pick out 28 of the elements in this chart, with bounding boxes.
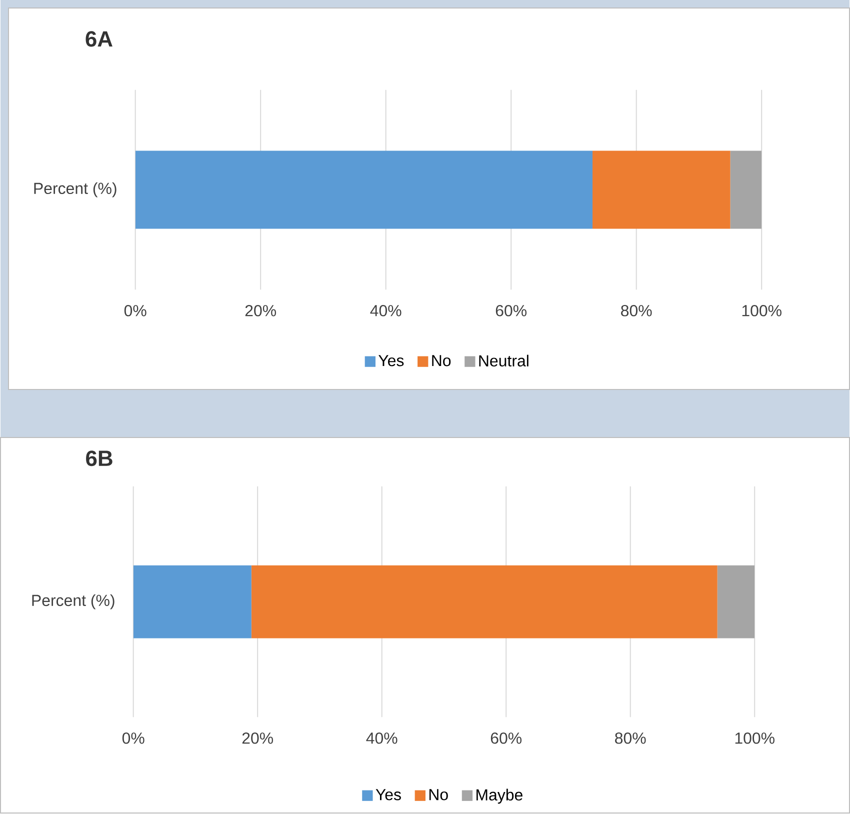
bar (730, 151, 762, 229)
x-tick-label: 40% (366, 732, 398, 744)
legend-label: Yes (376, 789, 401, 800)
legend-label: No (429, 789, 448, 800)
bar (717, 566, 755, 638)
x-tick-label: 0% (122, 732, 144, 744)
x-tick-label: 20% (242, 732, 274, 744)
x-tick-label: 60% (490, 732, 522, 744)
x-tick-label: 100% (742, 305, 782, 317)
chart-title: 6B (86, 450, 112, 466)
x-tick-label: 40% (370, 305, 402, 317)
x-tick-label: 80% (615, 732, 646, 744)
bar (592, 151, 730, 229)
x-tick-label: 60% (496, 305, 527, 317)
x-tick-label: 80% (621, 305, 652, 317)
legend-label: No (432, 355, 451, 366)
legend-label: Neutral (479, 355, 528, 367)
x-tick-label: 100% (735, 732, 774, 744)
bar (133, 566, 252, 638)
y-tick-label: Percent (%) (34, 182, 116, 198)
legend-label: Maybe (476, 789, 522, 804)
bar (251, 566, 718, 638)
bar (135, 151, 593, 229)
y-tick-label: Percent (%) (32, 594, 114, 610)
chart-title: 6A (86, 31, 112, 47)
x-tick-label: 20% (245, 305, 276, 317)
x-tick-label: 0% (124, 305, 146, 317)
legend-label: Yes (378, 355, 404, 366)
